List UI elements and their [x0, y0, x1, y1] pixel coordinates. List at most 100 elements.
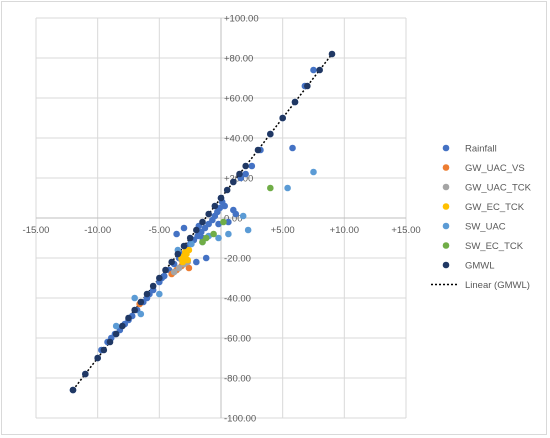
legend: Rainfall GW_UAC_VS GW_UAC_TCK GW_EC_TCK SW_U… [431, 144, 532, 291]
rainfall-point [173, 230, 180, 238]
gmwl-point [131, 306, 138, 314]
gw-uac-vs-point [185, 264, 193, 272]
legend-label-trendline: Linear (GMWL) [465, 280, 530, 291]
sw-uac-point [112, 322, 120, 330]
legend-label-sw-ec-tck: SW_EC_TCK [465, 241, 524, 252]
sw-ec-tck-point [267, 184, 274, 192]
sw-uac-point [284, 184, 291, 192]
rainfall-point [232, 210, 240, 218]
sw-uac-point [239, 212, 247, 220]
legend-marker-sw-ec-tck [442, 242, 450, 249]
gw-ec-tck-point [179, 258, 187, 266]
gmwl-point [328, 50, 336, 58]
gmwl-point [112, 330, 120, 338]
gmwl-point [223, 186, 231, 194]
gw-ec-tck-point [185, 246, 193, 254]
y-tick-label: -40.00 [224, 294, 251, 305]
gmwl-point [279, 114, 286, 122]
gmwl-point [94, 354, 101, 362]
gmwl-point [156, 274, 163, 282]
rainfall-point [193, 258, 200, 266]
gw-ec-tck-point [184, 256, 191, 264]
gmwl-point [199, 218, 206, 226]
x-tick-label: -15.00 [23, 225, 50, 236]
data-points [69, 50, 336, 394]
gmwl-point [316, 66, 323, 74]
sw-ec-tck-point [220, 218, 227, 226]
x-tick-label: +15.00 [391, 225, 420, 236]
gmwl-point [100, 346, 108, 354]
gw-uac-tck-point [175, 264, 183, 272]
sw-uac-point [244, 226, 252, 234]
rainfall-point [216, 204, 224, 212]
rainfall-point [180, 224, 188, 232]
legend-marker-gw-uac-vs [442, 164, 450, 171]
gmwl-point [236, 170, 243, 178]
legend-label-gw-uac-tck: GW_UAC_TCK [465, 183, 532, 194]
rainfall-point [225, 218, 232, 226]
legend-label-gw-ec-tck: GW_EC_TCK [465, 202, 525, 213]
legend-marker-gw-ec-tck [442, 203, 450, 210]
sw-uac-point [310, 168, 317, 176]
gmwl-point [149, 282, 157, 290]
legend-label-rainfall: Rainfall [465, 144, 497, 155]
y-tick-label: -60.00 [224, 334, 251, 345]
gmwl-point [125, 314, 132, 322]
sw-uac-point [188, 240, 195, 248]
gmwl-point [205, 210, 212, 218]
x-tick-label: +5.00 [271, 225, 295, 236]
sw-uac-point [225, 230, 232, 238]
y-tick-label: +40.00 [224, 134, 253, 145]
legend-marker-sw-uac [442, 222, 450, 230]
gmwl-point [69, 386, 77, 394]
gmwl-point [242, 162, 249, 170]
legend-label-gw-uac-vs: GW_UAC_VS [465, 163, 525, 174]
gmwl-point [174, 250, 182, 258]
rainfall-point [221, 202, 228, 210]
y-tick-label: +100.00 [224, 14, 259, 25]
sw-uac-point [137, 310, 145, 318]
rainfall-point [242, 170, 249, 178]
y-tick-label: +80.00 [224, 54, 253, 65]
y-tick-label: -80.00 [224, 374, 251, 385]
legend-marker-gw-uac-tck [442, 183, 450, 191]
axes [36, 18, 406, 418]
sw-uac-point [131, 294, 138, 302]
gmwl-point [106, 338, 114, 346]
sw-ec-tck-point [210, 230, 217, 238]
y-tick-label: -100.00 [224, 414, 256, 425]
legend-marker-gmwl [442, 261, 450, 269]
x-tick-label: +10.00 [330, 225, 359, 236]
legend-label-gmwl: GMWL [465, 261, 495, 272]
rainfall-point [310, 66, 317, 74]
gmwl-point [82, 370, 89, 378]
gmwl-point [143, 290, 151, 298]
gmwl-point [168, 258, 175, 266]
gmwl-point [137, 298, 145, 306]
rainfall-point [202, 254, 210, 262]
gmwl-point [217, 194, 225, 202]
gw-uac-tck-point [170, 268, 178, 276]
rainfall-point [248, 162, 256, 170]
x-tick-label: -5.00 [149, 225, 171, 236]
y-tick-label: 0.00 [224, 214, 243, 225]
legend-label-sw-uac: SW_UAC [465, 222, 506, 233]
tick-labels: -15.00 -10.00 -5.00 +5.00 +10.00 +15.00 +100.0… [23, 14, 421, 425]
gmwl-point [254, 146, 262, 154]
sw-ec-tck-point [199, 238, 206, 246]
sw-uac-point [156, 290, 163, 298]
gmwl-point [304, 82, 311, 90]
gmwl-point [180, 242, 188, 250]
legend-marker-rainfall [442, 144, 450, 152]
gmwl-point [291, 98, 299, 106]
y-tick-label: +60.00 [224, 94, 253, 105]
sw-uac-point [215, 234, 222, 242]
rainfall-point [289, 144, 296, 152]
gmwl-point [230, 178, 237, 186]
gmwl-point [267, 130, 274, 138]
rainfall-point [215, 220, 222, 228]
y-tick-label: -20.00 [224, 254, 251, 265]
gmwl-point [193, 226, 200, 234]
